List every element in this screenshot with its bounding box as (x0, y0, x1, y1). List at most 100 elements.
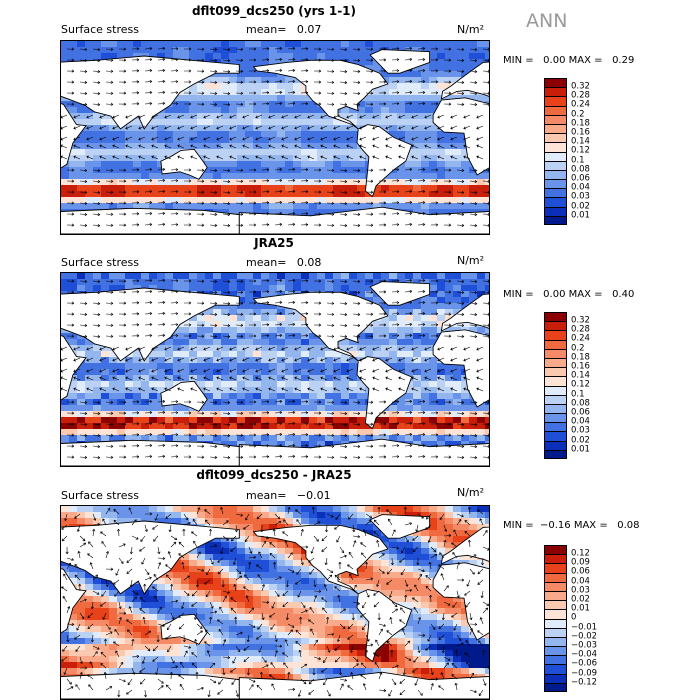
colorbar-bin: 0.12 (544, 545, 597, 558)
colorbar-swatch (544, 572, 567, 582)
colorbar-bin: 0.08 (544, 160, 590, 174)
colorbar-bin: 0.1 (544, 151, 590, 165)
colorbar-level-label: 0.14 (571, 370, 590, 381)
colorbar-bin: 0.02 (544, 590, 597, 604)
colorbar-swatch (544, 151, 567, 161)
colorbar-level-label: 0.32 (571, 315, 590, 326)
colorbar-swatch (544, 673, 567, 683)
colorbar-swatch (544, 87, 567, 97)
colorbar-bin: 0.2 (544, 105, 590, 119)
colorbar-level-label: 0 (571, 613, 577, 624)
colorbar-bin: 0.28 (544, 87, 590, 100)
colorbar-swatch (544, 206, 567, 216)
colorbar-level-label: 0.03 (571, 191, 590, 202)
colorbar-bin: 0.06 (544, 403, 590, 417)
colorbar-bin: 0.32 (544, 312, 590, 325)
colorbar-bin (544, 449, 590, 459)
panel-3-units: N/m² (457, 486, 485, 499)
colorbar-swatch (544, 422, 567, 432)
colorbar-level-label: 0.01 (571, 210, 590, 221)
colorbar-swatch (544, 636, 567, 647)
colorbar-swatch (544, 682, 567, 692)
panel-2-minmax: MIN = 0.00 MAX = 0.40 (503, 289, 635, 300)
stress-vectors (61, 278, 489, 460)
colorbar-bin: 0.09 (544, 554, 597, 567)
colorbar-swatch (544, 618, 567, 628)
colorbar-bin: 0.04 (544, 413, 590, 426)
colorbar-swatch (544, 179, 567, 189)
colorbar-level-label: 0.1 (571, 389, 585, 400)
colorbar-swatch (544, 431, 567, 441)
colorbar-bin (544, 215, 590, 225)
colorbar-swatch (544, 449, 567, 459)
colorbar-bin: 0.18 (544, 114, 590, 128)
colorbar-swatch (544, 339, 567, 349)
landmass (432, 562, 489, 641)
colorbar-bin: 0.16 (544, 357, 590, 371)
colorbar-swatch (544, 440, 567, 450)
panel-1-minmax: MIN = 0.00 MAX = 0.29 (503, 55, 635, 66)
colorbar-swatch (544, 188, 567, 198)
colorbar-swatch (544, 96, 567, 106)
landmass (61, 672, 240, 699)
colorbar-swatch (544, 600, 567, 610)
colorbar-bin: 0.06 (544, 169, 590, 183)
colorbar-level-label: 0.18 (571, 118, 590, 129)
colorbar-level-label: 0.08 (571, 164, 590, 175)
colorbar-level-label: 0.16 (571, 127, 590, 138)
colorbar-level-label: 0.1 (571, 155, 585, 166)
colorbar-level-label: 0.12 (571, 548, 590, 559)
colorbar-swatch (544, 312, 567, 322)
colorbar-level-label: 0.04 (571, 182, 590, 193)
colorbar-level-label: 0.32 (571, 81, 590, 92)
landmass (61, 103, 87, 169)
panel-3-title: dflt099_dcs250 - JRA25 (196, 468, 352, 482)
panel-2-map-svg (61, 273, 489, 466)
colorbar-bin: −0.02 (544, 627, 597, 641)
landmass (238, 438, 489, 466)
colorbar-level-label: 0.01 (571, 444, 590, 455)
panel-2-mean-value: 0.08 (296, 256, 322, 269)
colorbar-swatch (544, 330, 567, 340)
colorbar-bin: −0.03 (544, 636, 597, 650)
colorbar-level-label: 0.02 (571, 594, 590, 605)
colorbar-swatch (544, 348, 567, 358)
colorbar-bin: 0.18 (544, 348, 590, 362)
panel-2-title: JRA25 (254, 236, 294, 250)
colorbar-bin: 0.1 (544, 385, 590, 399)
colorbar-bin: 0.2 (544, 339, 590, 353)
colorbar-swatch (544, 590, 567, 601)
colorbar-bin: −0.09 (544, 664, 597, 678)
colorbar-level-label: 0.12 (571, 380, 590, 391)
colorbar-bin: 0.01 (544, 600, 597, 613)
colorbar-level-label: 0.28 (571, 324, 590, 335)
colorbar-swatch (544, 197, 567, 207)
colorbar-swatch (544, 646, 567, 656)
colorbar-swatch (544, 655, 567, 665)
landmass (432, 97, 489, 176)
colorbar-level-label: 0.09 (571, 557, 590, 568)
landmass (160, 613, 208, 645)
colorbar-swatch (544, 385, 567, 395)
panel-3-minmax: MIN = −0.16 MAX = 0.08 (503, 520, 640, 531)
colorbar-level-label: −0.04 (571, 649, 598, 660)
colorbar-bin: 0.16 (544, 123, 590, 137)
colorbar-bin: 0.28 (544, 321, 590, 334)
panel-1-map-svg (61, 41, 489, 234)
colorbar-bin: 0.04 (544, 572, 597, 586)
panel-1-colorbar: 0.32 0.28 0.24 0.2 0.18 0.16 0.14 0.12 0.1 0.08 0.… (544, 78, 590, 225)
colorbar-bin: 0.14 (544, 133, 590, 146)
colorbar-swatch (544, 123, 567, 134)
colorbar-bin: −0.01 (544, 618, 597, 632)
colorbar-bin: 0.14 (544, 367, 590, 380)
colorbar-swatch (544, 160, 567, 170)
colorbar-bin: −0.06 (544, 655, 597, 668)
colorbar-level-label: 0.24 (571, 334, 590, 345)
colorbar-bin: 0.08 (544, 394, 590, 408)
colorbar-bin (544, 682, 597, 692)
landmass (369, 281, 431, 306)
panel-1-field-label: Surface stress (61, 23, 139, 36)
panel-1-title: dflt099_dcs250 (yrs 1-1) (191, 4, 357, 18)
panel-2-colorbar: 0.32 0.28 0.24 0.2 0.18 0.16 0.14 0.12 0.1 0.08 0.… (544, 312, 590, 459)
colorbar-swatch (544, 321, 567, 331)
